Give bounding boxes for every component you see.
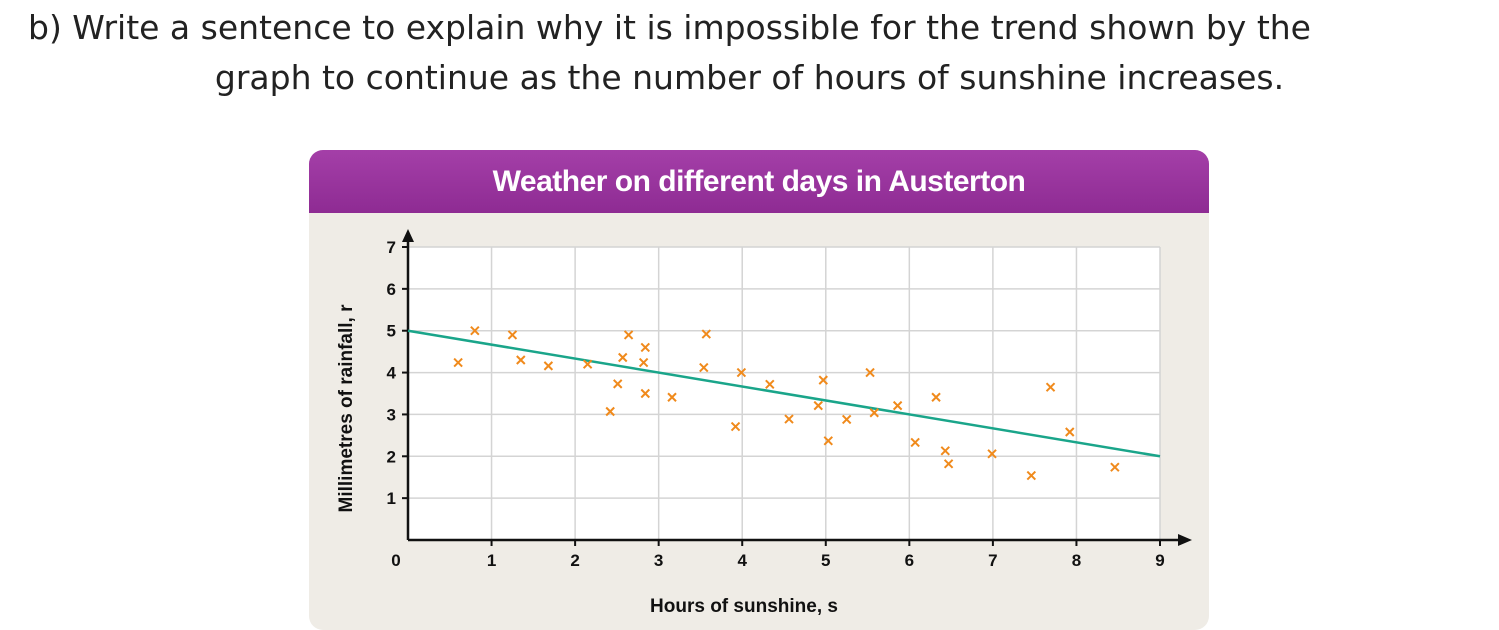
data-point	[667, 392, 677, 402]
data-point	[640, 388, 651, 399]
x-tick-label: 1	[487, 551, 496, 570]
data-point	[818, 375, 828, 385]
data-point	[931, 392, 941, 402]
data-point	[470, 326, 480, 336]
y-tick-label: 4	[387, 364, 397, 383]
data-point	[605, 406, 615, 417]
data-point	[910, 437, 920, 448]
question-line-2: graph to continue as the number of hours…	[214, 58, 1285, 97]
data-point	[784, 414, 794, 424]
data-point	[618, 352, 628, 363]
data-point	[623, 330, 634, 340]
x-tick-label: 7	[988, 551, 997, 570]
data-point	[813, 400, 823, 411]
y-axis-label: Millimetres of rainfall, r	[336, 304, 357, 513]
data-point	[987, 449, 997, 459]
x-tick-label: 0	[391, 551, 400, 570]
question-line-1: b) Write a sentence to explain why it is…	[28, 8, 1311, 47]
data-point	[865, 367, 875, 378]
data-point	[516, 355, 526, 365]
data-point	[507, 330, 518, 340]
y-tick-label: 3	[387, 405, 396, 424]
data-point	[892, 400, 903, 411]
y-axis-arrow-icon	[402, 229, 414, 242]
data-point	[869, 408, 879, 418]
y-tick-label: 1	[387, 489, 396, 508]
data-point	[453, 357, 463, 368]
data-point	[1045, 382, 1056, 392]
data-point	[640, 342, 651, 353]
data-point	[841, 414, 852, 425]
data-point	[613, 379, 623, 389]
data-point	[543, 361, 554, 371]
trend-line	[407, 329, 1161, 458]
data-point	[1110, 462, 1120, 472]
data-point	[823, 436, 833, 446]
data-point	[943, 459, 954, 469]
x-tick-label: 4	[737, 551, 747, 570]
data-point	[940, 446, 950, 456]
data-point	[1026, 470, 1037, 481]
y-tick-label: 7	[387, 238, 396, 257]
x-tick-label: 2	[570, 551, 579, 570]
x-tick-label: 5	[821, 551, 830, 570]
x-tick-label: 9	[1155, 551, 1164, 570]
x-axis-arrow-icon	[1178, 534, 1192, 546]
data-point	[638, 357, 649, 368]
data-point	[699, 362, 709, 373]
x-tick-label: 6	[905, 551, 914, 570]
x-tick-label: 3	[654, 551, 663, 570]
y-tick-label: 5	[387, 322, 396, 341]
y-tick-label: 2	[387, 447, 396, 466]
data-point	[730, 421, 741, 432]
data-point	[765, 379, 775, 389]
data-point	[736, 367, 747, 378]
data-point	[1065, 427, 1075, 437]
x-tick-label: 8	[1072, 551, 1081, 570]
chart-title: Weather on different days in Austerton	[309, 150, 1209, 213]
x-axis-label: Hours of sunshine, s	[650, 596, 838, 617]
data-point	[701, 329, 712, 339]
data-point	[582, 359, 593, 369]
y-tick-label: 6	[387, 280, 396, 299]
